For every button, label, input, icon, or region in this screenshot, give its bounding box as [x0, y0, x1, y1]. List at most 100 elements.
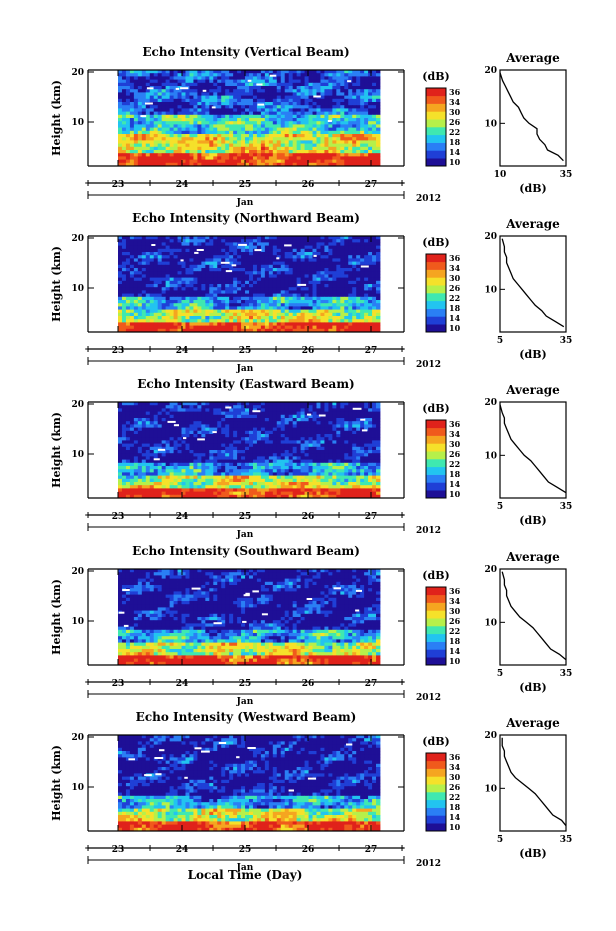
heatmap-cell	[260, 268, 266, 272]
heatmap-cell	[328, 89, 333, 93]
heatmap-cell	[209, 114, 214, 119]
heatmap-cell	[332, 143, 337, 148]
heatmap-cell	[237, 290, 242, 294]
heatmap-cell	[280, 146, 286, 151]
heatmap-cell	[137, 89, 143, 93]
heatmap-cell	[133, 309, 139, 314]
heatmap-cell	[288, 271, 294, 275]
heatmap-cell	[125, 102, 131, 106]
heatmap-cell	[312, 258, 317, 262]
heatmap-cell	[205, 264, 210, 269]
heatmap-cell	[229, 437, 234, 441]
heatmap-cell	[245, 86, 250, 90]
heatmap-cell	[141, 268, 147, 272]
heatmap-cell	[372, 306, 377, 310]
heatmap-cell	[336, 156, 341, 160]
heatmap-cell	[308, 150, 313, 154]
heatmap-cell	[252, 274, 258, 278]
heatmap-cell	[197, 293, 202, 298]
heatmap-cell	[118, 124, 123, 128]
heatmap-cell	[284, 86, 290, 90]
heatmap-cell	[129, 108, 135, 112]
heatmap-cell	[137, 312, 143, 317]
heatmap-cell	[344, 434, 349, 438]
heatmap-cell	[233, 108, 238, 112]
heatmap-cell	[118, 98, 123, 103]
heatmap-cell	[161, 156, 167, 160]
heatmap-cell	[233, 424, 238, 428]
heatmap-cell	[316, 102, 321, 106]
heatmap-cell	[241, 92, 246, 96]
heatmap-cell	[320, 121, 325, 125]
heatmap-cell	[193, 114, 198, 119]
heatmap-cell	[292, 146, 298, 151]
heatmap-cell	[145, 92, 151, 96]
heatmap-cell	[137, 268, 143, 272]
heatmap-cell	[356, 153, 361, 157]
heatmap-cell	[229, 316, 234, 320]
heatmap-cell	[213, 303, 218, 307]
heatmap-cell	[360, 242, 365, 246]
heatmap-cell	[364, 328, 369, 333]
heatmap-cell	[221, 121, 226, 125]
heatmap-cell	[344, 312, 349, 317]
heatmap-cell	[237, 411, 242, 416]
average-profile-line	[501, 238, 565, 328]
heatmap-cell	[272, 86, 278, 90]
heatmap-cell	[288, 82, 294, 87]
heatmap-cell	[209, 162, 214, 167]
heatmap-cell	[165, 303, 171, 307]
heatmap-cell	[376, 239, 381, 243]
heatmap-cell	[336, 236, 341, 240]
heatmap-cell	[201, 264, 206, 269]
heatmap-cell	[372, 405, 377, 409]
heatmap-cell	[193, 430, 198, 435]
heatmap-cell	[352, 108, 357, 112]
heatmap-cell	[272, 79, 278, 84]
heatmap-cell	[276, 140, 282, 144]
colorbar-band	[426, 308, 446, 317]
heatmap-cell	[157, 408, 163, 412]
x-tick-label: 27	[365, 346, 378, 356]
heatmap-cell	[328, 153, 333, 157]
heatmap-cell	[205, 277, 210, 282]
heatmap-cell	[125, 108, 131, 112]
heatmap-cell	[332, 280, 337, 285]
heatmap-cell	[344, 300, 349, 304]
heatmap-cell	[173, 258, 178, 262]
colorbar-tick-label: 14	[449, 147, 461, 157]
heatmap-cell	[284, 284, 290, 288]
heatmap-cell	[332, 328, 337, 333]
heatmap-cell	[221, 79, 226, 84]
heatmap-cell	[133, 137, 139, 141]
heatmap-cell	[161, 284, 167, 288]
heatmap-cell	[213, 95, 218, 100]
heatmap-cell	[304, 242, 309, 246]
heatmap-cell	[252, 271, 258, 275]
heatmap-cell	[205, 284, 210, 288]
heatmap-cell	[280, 296, 286, 301]
heatmap-cell	[252, 287, 258, 291]
heatmap-cell	[193, 153, 198, 157]
heatmap-cell	[320, 143, 325, 148]
heatmap-cell	[161, 153, 167, 157]
heatmap-cell	[189, 325, 194, 330]
heatmap-cell	[272, 309, 278, 314]
heatmap-cell	[161, 82, 167, 87]
heatmap-cell	[205, 130, 210, 135]
heatmap-cell	[372, 424, 377, 428]
heatmap-cell	[324, 280, 329, 285]
heatmap-cell	[316, 98, 321, 103]
heatmap-cell	[252, 284, 258, 288]
heatmap-cell	[280, 312, 286, 317]
heatmap-cell	[256, 121, 262, 125]
heatmap-cell	[169, 73, 174, 77]
heatmap-cell	[129, 402, 135, 406]
heatmap-cell	[264, 421, 270, 425]
heatmap-cell	[364, 322, 369, 326]
heatmap-cell	[336, 153, 341, 157]
heatmap-cell	[308, 143, 313, 148]
heatmap-cell	[336, 303, 341, 307]
heatmap-cell	[320, 408, 325, 412]
heatmap-cell	[296, 134, 302, 138]
